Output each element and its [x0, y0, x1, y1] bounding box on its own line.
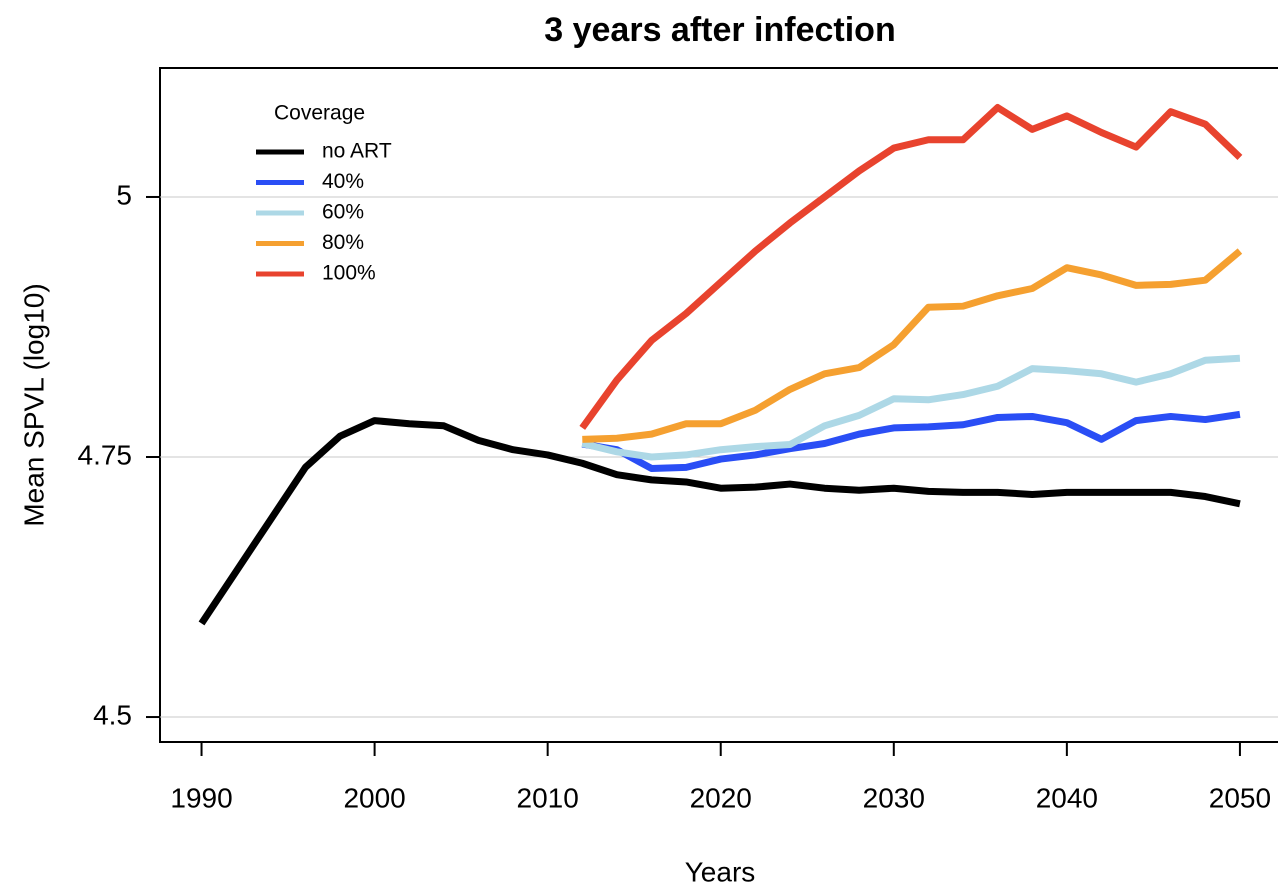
plot-frame — [159, 67, 1278, 743]
y-tick-label: 4.5 — [93, 699, 132, 730]
legend-label: 100% — [322, 262, 376, 285]
series-line — [198, 417, 1241, 626]
series-line — [579, 104, 1243, 430]
y-tick-label: 5 — [116, 179, 132, 210]
x-tick-label: 2020 — [690, 782, 752, 813]
legend-label: no ART — [322, 140, 392, 163]
legend-label: 60% — [322, 201, 364, 224]
x-tick-label: 2030 — [863, 782, 925, 813]
x-tick-label: 2000 — [343, 782, 405, 813]
x-axis-label: Years — [685, 856, 756, 887]
x-tick-label: 2040 — [1036, 782, 1098, 813]
series-line — [582, 248, 1243, 443]
x-tick-label: 2050 — [1209, 782, 1271, 813]
y-tick-label: 4.75 — [78, 439, 133, 470]
chart-title: 3 years after infection — [544, 11, 895, 49]
legend-label: 80% — [322, 231, 364, 254]
x-tick-label: 2010 — [517, 782, 579, 813]
legend-title: Coverage — [274, 102, 365, 125]
legend-label: 40% — [322, 170, 364, 193]
y-axis-label: Mean SPVL (log10) — [18, 283, 49, 526]
series-line — [581, 410, 1241, 472]
x-tick-label: 1990 — [170, 782, 232, 813]
series-line — [581, 354, 1241, 461]
